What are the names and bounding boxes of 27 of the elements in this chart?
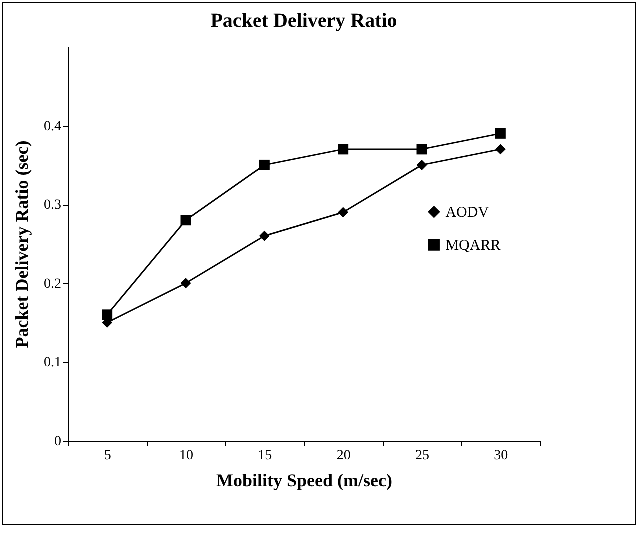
point [259, 160, 270, 170]
point [416, 144, 428, 155]
y-tick-label: 0 [54, 434, 62, 450]
point [180, 215, 192, 226]
y-axis-title: Packet Delivery Ratio (sec) [12, 140, 32, 348]
x-tick-label: 15 [258, 448, 272, 464]
point [338, 144, 349, 155]
point [338, 207, 349, 218]
point [102, 310, 113, 320]
x-tick-label: 30 [494, 448, 508, 464]
chart-title: Packet Delivery Ratio [210, 10, 398, 32]
point [495, 144, 506, 155]
y-tick-label: 0.3 [44, 198, 62, 214]
y-tick-label: 0.4 [44, 119, 62, 134]
legend-label: AODV [446, 205, 490, 222]
x-axis-title: Mobility Speed (m/sec) [216, 470, 392, 490]
point [416, 160, 428, 170]
x-tick-label: 20 [336, 448, 351, 464]
y-tick-label: 0.2 [44, 276, 62, 292]
x-tick-label: 25 [416, 448, 430, 464]
point [495, 128, 506, 139]
y-tick-label: 0.1 [44, 356, 62, 371]
point [180, 278, 192, 289]
x-tick-label: 5 [104, 448, 112, 464]
legend-label: MQARR [446, 238, 501, 254]
point [259, 230, 270, 242]
x-tick-label: 10 [180, 448, 194, 464]
